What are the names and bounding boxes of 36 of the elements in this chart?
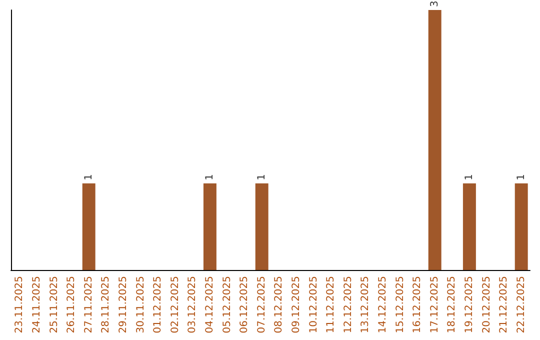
x-tick-label: 21.12.2025 <box>498 276 510 334</box>
x-tick-label: 01.12.2025 <box>152 276 164 334</box>
x-tick-label: 08.12.2025 <box>274 276 285 334</box>
x-tick-label: 28.11.2025 <box>100 276 112 334</box>
x-tick-label: 19.12.2025 <box>464 276 475 334</box>
x-tick-label: 18.12.2025 <box>446 276 458 334</box>
x-tick-label: 09.12.2025 <box>290 276 302 334</box>
x-tick-label: 30.11.2025 <box>135 276 146 334</box>
x-tick-label: 24.11.2025 <box>31 276 42 334</box>
x-tick-label: 07.12.2025 <box>256 276 268 334</box>
x-tick-label: 03.12.2025 <box>187 276 198 334</box>
x-tick-label: 13.12.2025 <box>360 276 372 334</box>
x-tick-label: 29.11.2025 <box>118 276 129 334</box>
data-label: 1 <box>516 174 527 180</box>
x-tick-label: 02.12.2025 <box>170 276 181 334</box>
x-tick-label: 15.12.2025 <box>394 276 406 334</box>
x-tick-label: 06.12.2025 <box>239 276 250 334</box>
x-tick-label: 12.12.2025 <box>342 276 354 334</box>
data-label: 3 <box>429 0 440 7</box>
x-tick-label: 16.12.2025 <box>412 276 424 334</box>
x-tick-label: 20.12.2025 <box>481 276 492 334</box>
x-tick-label: 04.12.2025 <box>204 276 216 334</box>
x-tick-label: 22.12.2025 <box>516 276 527 334</box>
x-tick-label: 11.12.2025 <box>326 276 337 334</box>
x-tick-label: 14.12.2025 <box>377 276 388 334</box>
x-tick-label: 17.12.2025 <box>429 276 440 334</box>
data-label: 1 <box>83 174 94 180</box>
x-tick-label: 10.12.2025 <box>308 276 320 334</box>
x-tick-label: 05.12.2025 <box>222 276 233 334</box>
data-label: 1 <box>204 174 216 180</box>
x-tick-label: 27.11.2025 <box>83 276 94 334</box>
x-tick-label: 26.11.2025 <box>66 276 78 334</box>
x-tick-label: 23.11.2025 <box>14 276 26 334</box>
data-label: 1 <box>256 174 268 180</box>
data-label: 1 <box>464 174 475 180</box>
x-tick-label: 25.11.2025 <box>48 276 60 334</box>
